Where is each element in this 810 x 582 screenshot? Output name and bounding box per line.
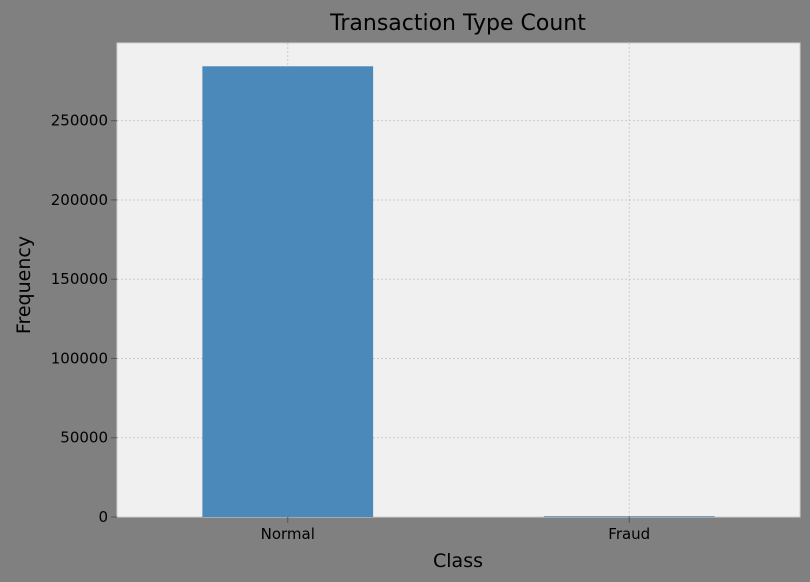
y-axis-ticks: 0 50000 100000 150000 200000 250000: [51, 112, 117, 526]
x-axis-label: Class: [433, 550, 483, 572]
bars: [202, 66, 715, 517]
y-tick-label: 100000: [51, 349, 108, 367]
chart-title: Transaction Type Count: [329, 11, 586, 36]
bar-normal: [202, 66, 374, 517]
y-axis-label: Frequency: [13, 236, 35, 334]
y-tick-label: 250000: [51, 112, 108, 130]
y-tick-label: 200000: [51, 191, 108, 209]
y-tick-label: 50000: [60, 429, 108, 447]
y-tick-label: 0: [98, 508, 108, 526]
x-tick-label: Normal: [261, 525, 315, 543]
y-tick-label: 150000: [51, 270, 108, 288]
x-axis-ticks: Normal Fraud: [261, 517, 650, 543]
x-tick-label: Fraud: [608, 525, 650, 543]
bar-fraud: [543, 516, 715, 517]
